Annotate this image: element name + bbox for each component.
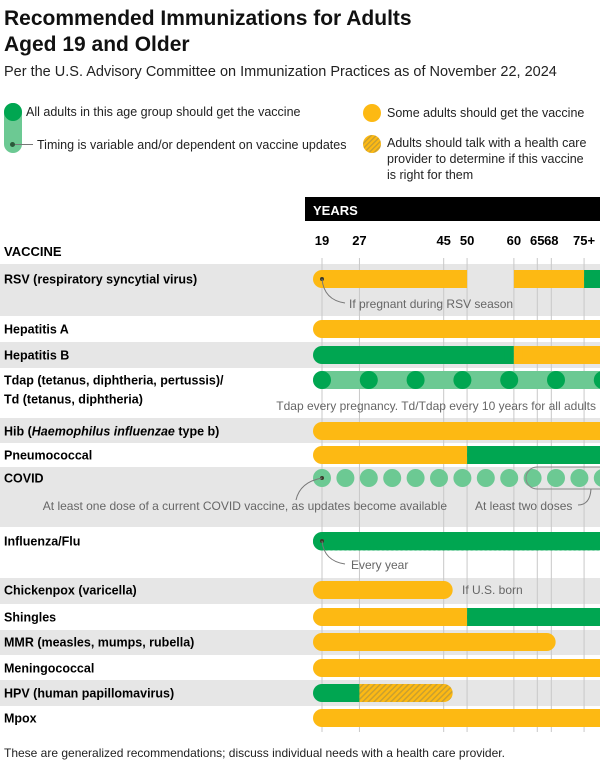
covid-dose-dot bbox=[406, 469, 425, 487]
vaccine-label: Influenza/Flu bbox=[4, 535, 80, 549]
covid-dose-dot bbox=[500, 469, 519, 487]
tick-label: 45 bbox=[436, 233, 450, 248]
vaccine-label: Mpox bbox=[4, 712, 37, 726]
bar-segment-some bbox=[313, 581, 453, 599]
tick-label: 50 bbox=[460, 233, 474, 248]
bar-segment-join bbox=[467, 608, 477, 626]
leader-line bbox=[577, 488, 592, 506]
leader-line bbox=[321, 540, 346, 565]
row-background bbox=[0, 578, 600, 604]
legend-discuss-label: Adults should talk with a health care pr… bbox=[387, 136, 587, 182]
bar-segment-join bbox=[513, 346, 523, 364]
row-background bbox=[0, 467, 600, 527]
years-header-bar bbox=[305, 197, 600, 221]
bar-segment-some bbox=[313, 422, 600, 440]
covid-dose-dot bbox=[593, 469, 600, 487]
page-subtitle: Per the U.S. Advisory Committee on Immun… bbox=[4, 64, 557, 80]
note-covid: At least one dose of a current COVID vac… bbox=[43, 499, 448, 513]
covid-dose-dot bbox=[453, 469, 472, 487]
bar-segment-some bbox=[313, 659, 600, 677]
dose-dot bbox=[406, 371, 425, 389]
bar-segment-join bbox=[458, 270, 468, 288]
leader-line bbox=[295, 477, 323, 501]
covid-dose-dot bbox=[547, 469, 565, 487]
bar-segment-join bbox=[458, 446, 468, 464]
bar-segment-join bbox=[584, 270, 594, 288]
bar-segment-some bbox=[513, 270, 585, 288]
dose-dot bbox=[547, 371, 565, 389]
dose-dot bbox=[313, 371, 331, 389]
dose-dot bbox=[359, 371, 378, 389]
legend-all-label: All adults in this age group should get … bbox=[26, 105, 301, 119]
bar-segment-all bbox=[313, 684, 360, 702]
covid-dose-dot bbox=[523, 469, 542, 487]
note-covid-two-doses: At least two doses bbox=[475, 499, 572, 513]
note-chickenpox: If U.S. born bbox=[462, 583, 523, 597]
bar-segment-some bbox=[313, 633, 556, 651]
note-rsv: If pregnant during RSV season bbox=[349, 297, 513, 311]
row-background bbox=[0, 680, 600, 706]
vaccine-column-header: VACCINE bbox=[4, 244, 62, 259]
bar-segment-discuss bbox=[359, 684, 453, 702]
bar-segment-join bbox=[359, 684, 369, 702]
bar-segment-join bbox=[350, 684, 360, 702]
dose-dot bbox=[593, 371, 600, 389]
two-doses-bracket bbox=[525, 466, 600, 490]
covid-dose-dot bbox=[383, 469, 402, 487]
bar-segment-some bbox=[513, 346, 600, 364]
bar-segment-join bbox=[504, 346, 514, 364]
bar-segment-all bbox=[467, 446, 600, 464]
yearly-dose-dot bbox=[593, 532, 600, 551]
vaccine-label: Chickenpox (varicella) bbox=[4, 584, 137, 598]
legend-some-label: Some adults should get the vaccine bbox=[387, 106, 585, 120]
bar-segment-some bbox=[313, 270, 468, 288]
vaccine-label: Pneumococcal bbox=[4, 449, 92, 463]
vaccine-label: Hepatitis B bbox=[4, 349, 69, 363]
dose-dot bbox=[500, 371, 519, 389]
vaccine-label: Hib (Haemophilus influenzae type b) bbox=[4, 425, 219, 439]
legend-variable-label: Timing is variable and/or dependent on v… bbox=[37, 138, 347, 152]
footer-note: These are generalized recommendations; d… bbox=[4, 746, 505, 760]
tick-label: 19 bbox=[315, 233, 329, 248]
vaccine-label: Meningococcal bbox=[4, 662, 94, 676]
tick-label: 68 bbox=[544, 233, 558, 248]
tick-label: 60 bbox=[507, 233, 521, 248]
bar-segment-some bbox=[313, 608, 468, 626]
years-axis-title: YEARS bbox=[313, 203, 358, 218]
leader-line bbox=[321, 278, 346, 304]
bar-segment-join bbox=[467, 446, 477, 464]
bar-segment-some bbox=[313, 320, 600, 338]
row-background bbox=[0, 264, 600, 316]
vaccine-label: Shingles bbox=[4, 611, 56, 625]
vaccine-label: Hepatitis A bbox=[4, 323, 69, 337]
legend-some-swatch bbox=[363, 104, 381, 122]
bar-segment-some bbox=[313, 446, 468, 464]
page-title: Recommended Immunizations for Adults Age… bbox=[4, 7, 412, 56]
covid-dose-dot bbox=[570, 469, 589, 487]
legend-leader-line bbox=[15, 144, 33, 145]
tick-label: 27 bbox=[352, 233, 366, 248]
dose-dot bbox=[453, 371, 472, 389]
vaccine-label: Tdap (tetanus, diphtheria, pertussis)/Td… bbox=[4, 374, 224, 407]
note-flu: Every year bbox=[351, 558, 408, 572]
tick-label: 75+ bbox=[573, 233, 595, 248]
vaccine-label: RSV (respiratory syncytial virus) bbox=[4, 273, 197, 287]
covid-dose-dot bbox=[359, 469, 378, 487]
covid-dose-dot bbox=[430, 469, 448, 487]
bar-segment-all bbox=[467, 608, 600, 626]
bar-segment-some bbox=[313, 709, 600, 727]
bar-segment-join bbox=[458, 608, 468, 626]
vaccine-label: MMR (measles, mumps, rubella) bbox=[4, 636, 194, 650]
note-tdap: Tdap every pregnancy. Td/Tdap every 10 y… bbox=[276, 399, 596, 413]
legend-discuss-swatch bbox=[363, 135, 381, 153]
legend-all-swatch bbox=[4, 103, 22, 121]
vaccine-label: HPV (human papillomavirus) bbox=[4, 687, 174, 701]
vaccine-label: COVID bbox=[4, 472, 44, 486]
covid-dose-dot bbox=[476, 469, 495, 487]
bar-segment-all bbox=[313, 346, 514, 364]
legend-dot-icon bbox=[10, 142, 15, 147]
covid-dose-dot bbox=[336, 469, 355, 487]
tick-label: 65 bbox=[530, 233, 544, 248]
